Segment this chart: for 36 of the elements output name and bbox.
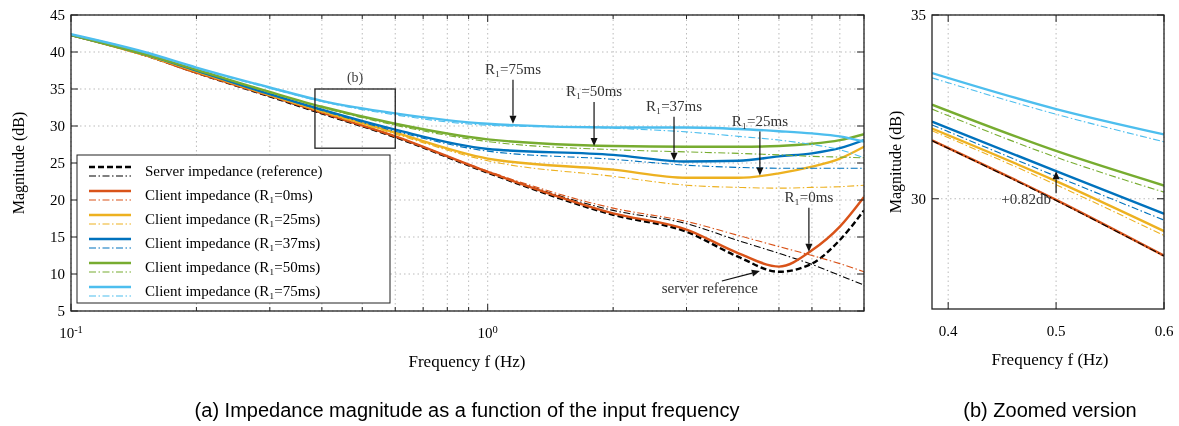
x-tick-label: 0.6	[1154, 323, 1174, 339]
x-tick-label: 10$^{0}$	[477, 323, 498, 341]
x-axis-title: Frequency f (Hz)	[991, 350, 1109, 369]
legend-label: Client impedance (R₁=37ms)	[145, 235, 321, 252]
annotation: +0.82db	[1001, 191, 1051, 208]
y-tick-label: 25	[50, 155, 65, 171]
annotation: R₁=0ms	[784, 188, 834, 205]
annotation: R₁=75ms	[484, 60, 542, 77]
y-axis-title: Magnitude (dB)	[886, 110, 905, 214]
y-tick-label: 20	[50, 192, 65, 208]
y-tick-label: 35	[50, 81, 65, 97]
legend-label: Client impedance (R₁=75ms)	[145, 283, 321, 300]
y-tick-label: 40	[50, 44, 65, 60]
annotation: R₁=50ms	[565, 82, 623, 99]
y-tick-label: 10	[50, 266, 65, 282]
x-axis-title: Frequency f (Hz)	[408, 352, 526, 371]
y-tick-label: 35	[911, 7, 926, 23]
x-tick-label: 10$^{-1}$	[59, 323, 83, 341]
legend-label: Client impedance (R₁=0ms)	[145, 187, 313, 204]
legend-label: Client impedance (R₁=25ms)	[145, 211, 321, 228]
annotation: R₁=25ms	[731, 112, 789, 129]
x-tick-label: 0.5	[1046, 323, 1066, 339]
annotation: server reference	[661, 280, 759, 297]
y-tick-label: 15	[50, 229, 65, 245]
legend-label: Server impedance (reference)	[145, 163, 323, 180]
y-tick-label: 30	[911, 190, 926, 207]
y-tick-label: 30	[50, 118, 65, 134]
y-tick-label: 45	[50, 7, 65, 23]
x-tick-label: 0.4	[938, 323, 959, 339]
text: (a) Impedance magnitude as a function of the input frequency	[194, 399, 740, 421]
text: (b) Zoomed version	[963, 399, 1137, 421]
annotation: R₁=37ms	[645, 97, 703, 114]
annotation: (b)	[346, 70, 364, 86]
y-tick-label: 5	[57, 303, 65, 319]
legend-label: Client impedance (R₁=50ms)	[145, 259, 321, 276]
y-axis-title: Magnitude (dB)	[9, 111, 28, 215]
